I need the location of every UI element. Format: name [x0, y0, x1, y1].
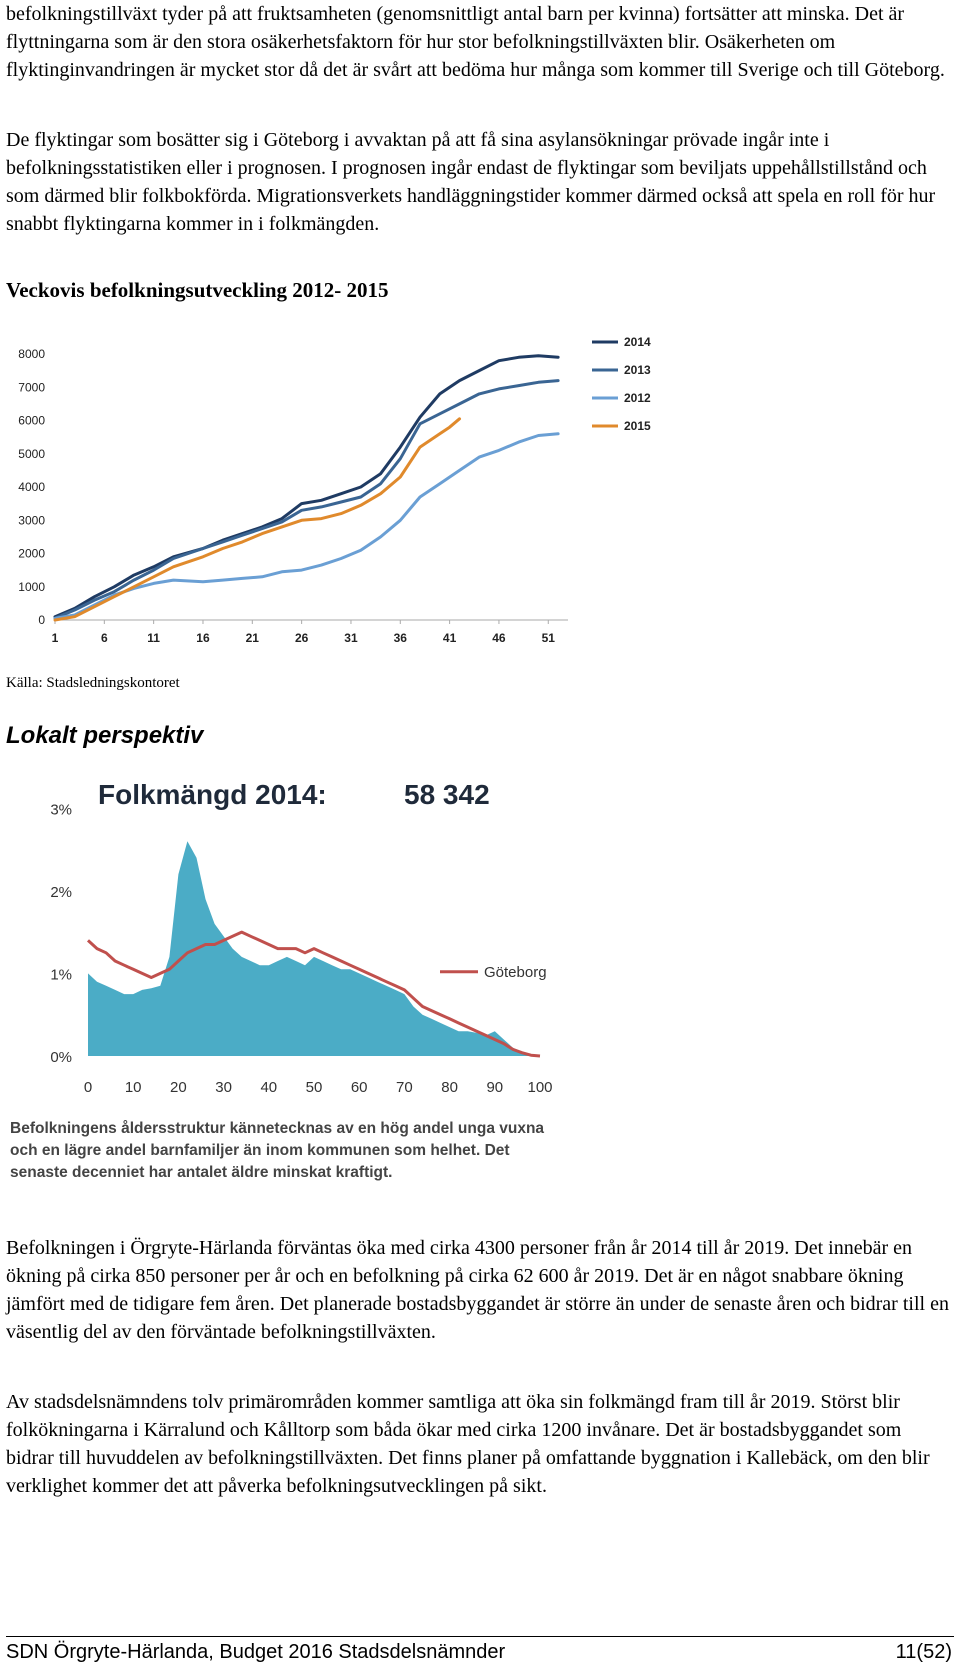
y-tick-label: 3000 — [18, 513, 45, 527]
x-tick-label: 30 — [215, 1079, 232, 1096]
age-structure-chart: Folkmängd 2014: 58 342 0% 1% 2% 3% 0 10 20 30 40 50… — [50, 779, 552, 1096]
y-tick-label: 3% — [50, 801, 72, 818]
page-number: 11(52) — [895, 1641, 952, 1663]
y-tick-label: 7000 — [18, 380, 45, 394]
y-tick-label: 2000 — [18, 547, 45, 561]
y-tick-label: 8000 — [18, 347, 45, 361]
goteborg-line — [86, 930, 541, 1058]
y-tick-label: 5000 — [18, 447, 45, 461]
caption-line: senaste decenniet har antalet äldre mins… — [10, 1164, 393, 1181]
x-tick-label: 11 — [147, 631, 160, 645]
x-tick-label: 10 — [125, 1079, 142, 1096]
series-line-2012 — [53, 432, 560, 620]
x-tick-label: 60 — [351, 1079, 368, 1096]
legend-label: 2013 — [624, 363, 651, 377]
x-tick-label: 100 — [527, 1079, 552, 1096]
growth-paragraph: Befolkningen i Örgryte-Härlanda förvänta… — [6, 1237, 949, 1343]
x-tick-label: 90 — [486, 1079, 503, 1096]
weekly-chart-heading: Veckovis befolkningsutveckling 2012- 201… — [6, 278, 389, 302]
x-tick-label: 20 — [170, 1079, 187, 1096]
y-tick-label: 6000 — [18, 414, 45, 428]
x-tick-label: 50 — [306, 1079, 323, 1096]
x-tick-label: 31 — [344, 631, 358, 645]
caption-line: och en lägre andel barnfamiljer än inom … — [10, 1142, 510, 1159]
chart-title: Folkmängd 2014: — [98, 779, 327, 810]
y-tick-label: 0 — [38, 613, 45, 627]
legend-label: Göteborg — [484, 964, 547, 981]
areas-paragraph: Av stadsdelsnämndens tolv primärområden … — [6, 1391, 930, 1497]
x-tick-label: 46 — [492, 631, 506, 645]
x-tick-label: 6 — [101, 631, 108, 645]
x-tick-label: 36 — [394, 631, 408, 645]
series-line-2013 — [53, 379, 560, 620]
local-perspective-heading: Lokalt perspektiv — [6, 722, 204, 749]
page-footer: SDN Örgryte-Härlanda, Budget 2016 Stadsd… — [6, 1641, 952, 1664]
footer-title: SDN Örgryte-Härlanda, Budget 2016 Stadsd… — [6, 1641, 506, 1663]
footer-rule — [6, 1636, 954, 1637]
x-tick-label: 80 — [441, 1079, 458, 1096]
legend-label: 2015 — [624, 419, 651, 433]
y-tick-label: 2% — [50, 884, 72, 901]
x-tick-label: 1 — [52, 631, 59, 645]
chart-caption: Befolkningens åldersstruktur känneteckna… — [10, 1118, 580, 1184]
legend-label: 2012 — [624, 391, 651, 405]
y-tick-label: 0% — [50, 1049, 72, 1066]
x-tick-label: 41 — [443, 631, 457, 645]
x-tick-label: 0 — [84, 1079, 92, 1096]
y-tick-label: 4000 — [18, 480, 45, 494]
refugee-paragraph: De flyktingar som bosätter sig i Götebor… — [6, 129, 936, 235]
series-line-2015 — [53, 417, 461, 622]
chart-title-value: 58 342 — [404, 779, 490, 810]
source-note: Källa: Stadsledningskontoret — [6, 675, 180, 691]
x-tick-label: 51 — [542, 631, 556, 645]
y-tick-label: 1000 — [18, 580, 45, 594]
x-tick-label: 70 — [396, 1079, 413, 1096]
x-tick-label: 16 — [196, 631, 210, 645]
x-tick-label: 40 — [260, 1079, 277, 1096]
legend-label: 2014 — [624, 335, 651, 349]
x-tick-label: 21 — [246, 631, 260, 645]
y-tick-label: 1% — [50, 966, 72, 983]
age-distribution-area — [88, 841, 540, 1056]
x-tick-label: 26 — [295, 631, 309, 645]
series-line-2014 — [53, 354, 560, 619]
intro-paragraph: befolkningstillväxt tyder på att fruktsa… — [6, 3, 945, 81]
caption-line: Befolkningens åldersstruktur känneteckna… — [10, 1120, 545, 1137]
